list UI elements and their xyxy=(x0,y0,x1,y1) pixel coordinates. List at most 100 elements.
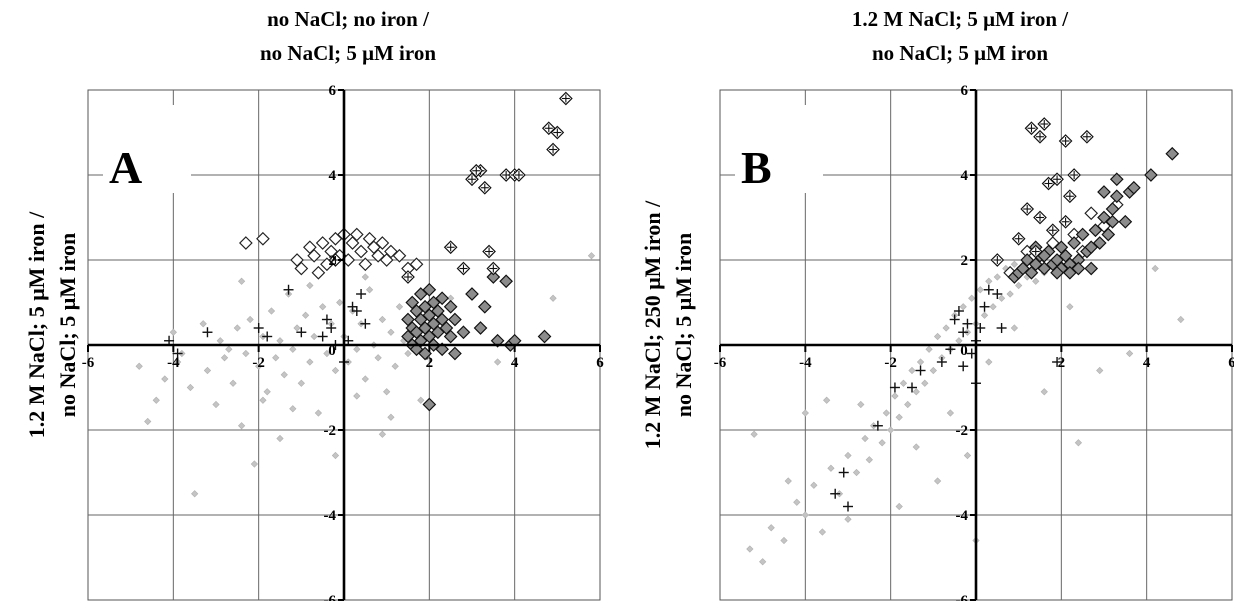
data-point-shaded xyxy=(1084,261,1099,276)
data-point-light xyxy=(169,328,177,336)
chart-title-line-1: 1.2 M NaCl; 5 μM iron / xyxy=(852,7,1069,31)
x-tick-label: -6 xyxy=(82,355,95,371)
chart-title-line-2: no NaCl; 5 μM iron xyxy=(260,41,436,65)
data-point-plus xyxy=(936,357,947,367)
data-point-light xyxy=(319,303,327,311)
data-point-plus xyxy=(356,289,367,299)
y-tick-label: -6 xyxy=(324,593,337,601)
data-point-light xyxy=(301,311,310,319)
chart-title-line-2: no NaCl; 5 μM iron xyxy=(872,41,1048,65)
data-point-light xyxy=(336,298,344,307)
data-point-light xyxy=(383,388,391,396)
data-point-open xyxy=(409,257,424,272)
data-point-light xyxy=(323,349,331,358)
data-point-light xyxy=(899,379,908,387)
x-tick-label: -2 xyxy=(884,355,897,371)
data-point-light xyxy=(993,273,1001,281)
data-point-light xyxy=(852,468,861,477)
data-point-light xyxy=(882,409,891,417)
x-tick-label: -4 xyxy=(799,355,812,371)
data-point-plus xyxy=(172,348,183,359)
x-tick-label: 2 xyxy=(1058,355,1066,371)
data-point-crossed xyxy=(1033,129,1047,144)
data-point-light xyxy=(985,277,993,285)
data-point-light xyxy=(306,281,314,290)
data-point-crossed xyxy=(486,261,501,276)
data-point-light xyxy=(1010,324,1019,332)
data-point-light xyxy=(976,286,984,294)
data-point-plus xyxy=(321,314,332,325)
data-point-light xyxy=(250,460,259,468)
data-point-light xyxy=(310,332,318,341)
y-axis-label-line-1: 1.2 M NaCl; 5 μM iron / xyxy=(24,211,49,438)
data-point-light xyxy=(387,328,395,336)
data-point-light xyxy=(968,294,976,302)
data-point-shaded xyxy=(448,312,462,327)
data-point-light xyxy=(267,307,276,315)
data-point-plus xyxy=(962,318,973,329)
data-point-plus xyxy=(253,323,264,333)
data-point-plus xyxy=(949,314,960,325)
data-point-shaded xyxy=(443,329,458,344)
data-point-shaded xyxy=(1050,265,1064,280)
data-point-light xyxy=(904,400,912,409)
data-point-shaded xyxy=(448,346,462,361)
data-point-light xyxy=(1066,303,1074,311)
data-point-light xyxy=(746,545,754,553)
y-tick-label: -4 xyxy=(324,508,337,524)
y-tick-label: 2 xyxy=(961,253,969,269)
data-point-crossed xyxy=(1028,244,1043,259)
data-point-plus xyxy=(262,331,273,342)
y-tick-label: -2 xyxy=(324,423,337,439)
data-point-light xyxy=(827,464,835,472)
data-point-light xyxy=(780,536,788,545)
data-point-plus xyxy=(360,318,371,329)
data-point-light xyxy=(395,303,404,311)
data-point-plus xyxy=(347,301,358,312)
data-point-plus xyxy=(983,284,994,295)
data-point-shaded xyxy=(1067,236,1081,250)
data-point-shaded xyxy=(1097,185,1111,199)
y-tick-label: 2 xyxy=(329,253,337,269)
data-point-open xyxy=(307,248,321,263)
data-point-shaded xyxy=(1165,146,1180,161)
data-point-light xyxy=(259,396,267,404)
x-tick-label: 2 xyxy=(426,355,434,371)
data-point-crossed xyxy=(1020,202,1035,216)
data-point-plus xyxy=(296,327,307,338)
data-point-crossed xyxy=(512,168,526,182)
x-tick-label: 0 xyxy=(960,343,968,359)
data-point-light xyxy=(353,392,361,400)
data-point-plus xyxy=(326,323,337,333)
data-point-crossed xyxy=(1011,231,1026,246)
chart-panel-b: -6 -4 -2 0 2 4 6 6 4 2 -2 -4 -6 B 1.2 M NaCl; 5 μM iro… xyxy=(640,7,1234,601)
data-point-shaded xyxy=(1071,261,1086,276)
data-point-shaded xyxy=(435,291,449,306)
panel-letter-box xyxy=(735,105,823,193)
data-point-light xyxy=(887,426,895,434)
data-point-light xyxy=(750,430,758,438)
y-tick-label: -6 xyxy=(956,593,969,601)
data-point-plus xyxy=(979,301,990,312)
data-point-light xyxy=(942,324,950,332)
data-point-light xyxy=(959,303,967,311)
data-point-light xyxy=(173,358,182,366)
data-point-light xyxy=(1006,290,1014,298)
panel-letter: B xyxy=(741,142,772,193)
data-point-light xyxy=(293,324,301,332)
data-point-shaded xyxy=(1101,227,1116,242)
data-point-crossed xyxy=(443,240,458,255)
data-point-light xyxy=(374,354,382,362)
data-point-light xyxy=(242,349,250,358)
y-tick-label: -2 xyxy=(956,423,969,439)
data-point-light xyxy=(289,345,297,353)
data-point-light xyxy=(1096,366,1104,375)
data-point-open xyxy=(256,231,270,246)
data-point-crossed xyxy=(1063,189,1077,204)
data-point-light xyxy=(908,366,916,375)
chart-panel-a: -6 -4 -2 0 2 4 6 6 4 2 -2 -4 -6 Ano NaCl; no iron / no… xyxy=(24,7,604,601)
data-point-plus xyxy=(1052,357,1063,367)
data-point-light xyxy=(810,481,818,489)
data-point-shaded xyxy=(1105,214,1120,229)
data-point-light xyxy=(921,379,929,387)
